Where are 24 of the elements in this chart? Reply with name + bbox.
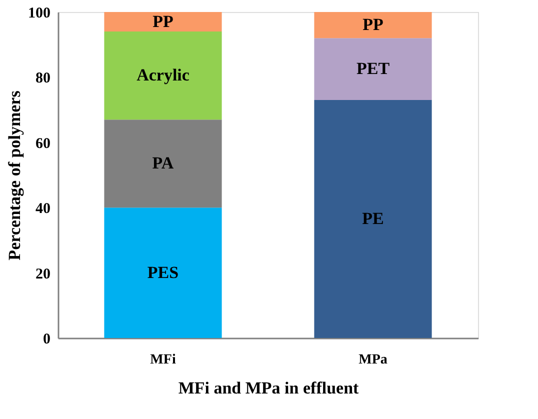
x-tick-label: MPa	[358, 352, 388, 368]
y-tick-label: 100	[28, 6, 50, 22]
y-tick-label: 20	[36, 266, 50, 282]
x-axis-title: MFi and MPa in effluent	[178, 378, 360, 398]
bar	[104, 208, 222, 338]
series-label: PE	[362, 209, 384, 228]
bar	[104, 12, 222, 32]
y-axis-title: Percentage of polymers	[5, 90, 24, 260]
y-tick-label: 60	[36, 136, 50, 152]
series-label: Acrylic	[136, 66, 190, 85]
y-tick-label: 40	[36, 201, 50, 218]
series-label: PP	[152, 12, 174, 31]
bar	[104, 120, 222, 208]
series-label: PES	[147, 262, 179, 282]
bar	[314, 38, 432, 100]
y-tick-label: 0	[43, 332, 50, 348]
text: PP	[362, 15, 384, 34]
series-label: PA	[152, 154, 174, 173]
y-tick-label: 80	[36, 70, 50, 87]
bar	[314, 12, 432, 38]
bar	[104, 32, 222, 120]
bar	[314, 100, 432, 338]
x-tick-label: MFi	[150, 352, 176, 368]
series-label: PET	[356, 59, 390, 78]
